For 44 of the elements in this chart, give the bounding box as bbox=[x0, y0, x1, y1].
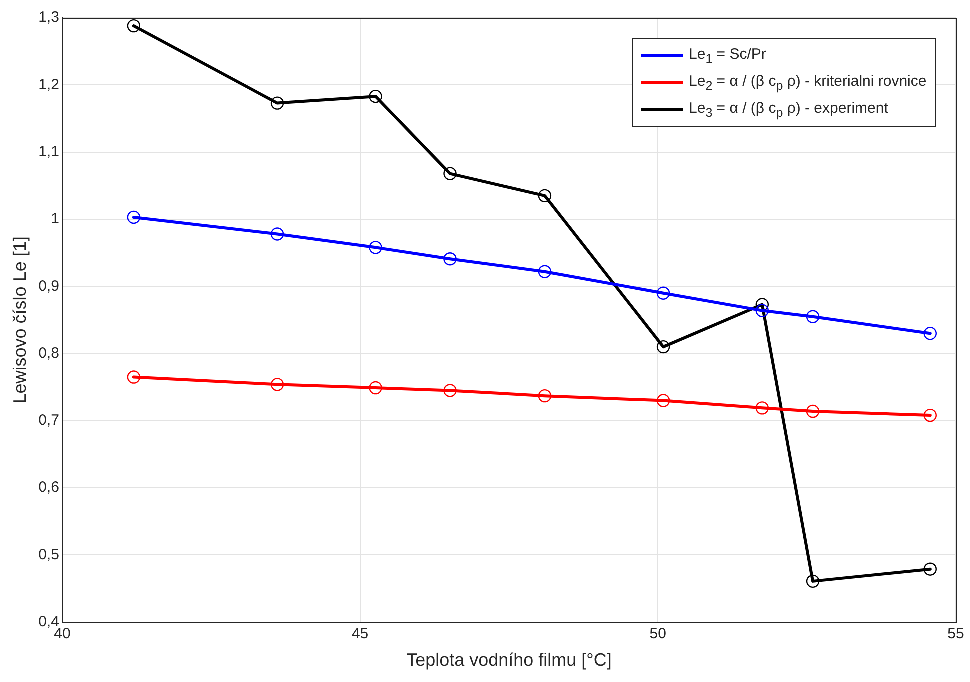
y-tick-label: 1 bbox=[51, 210, 60, 228]
point bbox=[369, 241, 382, 254]
point bbox=[444, 167, 457, 180]
point bbox=[270, 378, 284, 392]
point bbox=[806, 310, 820, 324]
point bbox=[127, 370, 141, 384]
point bbox=[924, 327, 937, 340]
point bbox=[806, 404, 820, 418]
point bbox=[127, 210, 141, 224]
point bbox=[270, 228, 284, 241]
y-tick-label: 0,9 bbox=[38, 278, 60, 295]
point bbox=[444, 384, 457, 398]
point bbox=[369, 90, 382, 104]
point bbox=[924, 562, 937, 576]
legend-label: Le$_{2}$ = α / (β c$_{p}$ ρ) - kriterialni rovnice bbox=[689, 72, 927, 92]
y-tick-label: 1,2 bbox=[38, 76, 60, 94]
point bbox=[656, 340, 670, 354]
point bbox=[369, 381, 382, 395]
y-tick-label: 0,7 bbox=[38, 412, 60, 430]
point bbox=[270, 96, 284, 110]
point bbox=[924, 408, 937, 422]
point bbox=[538, 189, 552, 203]
y-tick-label: 0,5 bbox=[38, 546, 60, 564]
legend-label: Le$_{3}$ = α / (β c$_{p}$ ρ) - experiment bbox=[689, 100, 888, 120]
x-tick-label: 50 bbox=[650, 626, 666, 643]
point bbox=[756, 304, 769, 318]
x-tick-label: 40 bbox=[54, 626, 71, 643]
point bbox=[756, 402, 769, 415]
x-tick-label: 45 bbox=[352, 626, 369, 643]
y-tick-label: 0,8 bbox=[38, 344, 60, 362]
y-tick-label: 1,1 bbox=[38, 143, 60, 160]
point bbox=[656, 286, 670, 300]
x-tick-label: 55 bbox=[948, 626, 964, 643]
y-tick-label: 0,6 bbox=[38, 479, 60, 496]
point bbox=[444, 252, 457, 266]
point bbox=[538, 389, 552, 403]
legend-label: Le$_{1}$ = Sc/Pr bbox=[689, 46, 766, 66]
point bbox=[538, 265, 552, 278]
y-axis-title: Lewisovo číslo Le [1] bbox=[10, 236, 30, 404]
x-axis-title: Teplota vodního filmu [°C] bbox=[406, 650, 612, 670]
point bbox=[127, 19, 141, 33]
point bbox=[656, 394, 670, 408]
point bbox=[806, 574, 820, 588]
y-tick-label: 1,3 bbox=[38, 9, 60, 26]
